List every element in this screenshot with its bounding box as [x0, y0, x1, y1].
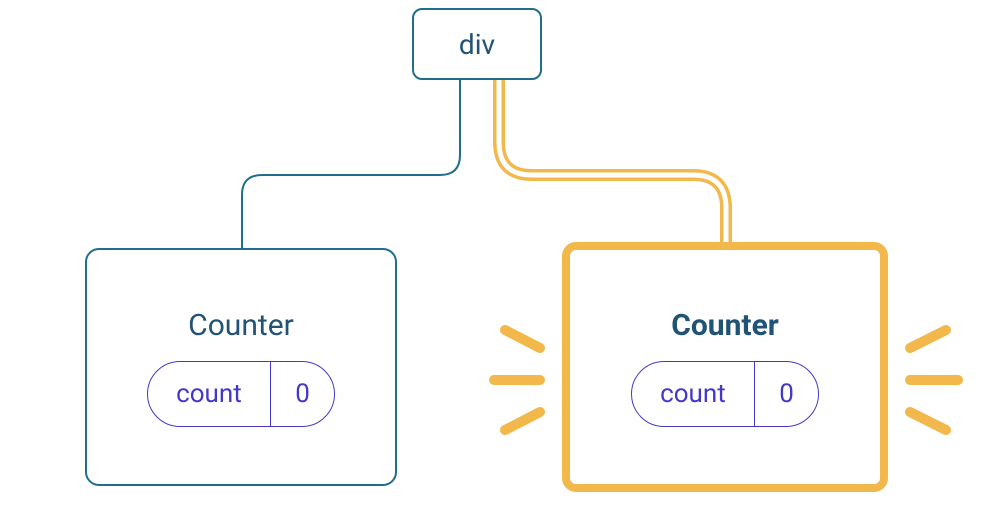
component-tree-diagram: div Countercount0Countercount0 [0, 0, 999, 515]
sparkle-line [505, 412, 540, 430]
state-pill: count0 [147, 361, 335, 427]
root-node-div: div [412, 8, 542, 80]
root-node-label: div [459, 28, 495, 61]
counter-node-left: Counter count0 [85, 248, 397, 486]
sparkle-line [910, 330, 946, 348]
sparkle-line [30, 335, 62, 352]
counter-title: Counter [188, 308, 294, 343]
sparkle-line [910, 412, 946, 430]
counter-title: Counter [671, 308, 779, 343]
state-pill-label: count [632, 362, 754, 426]
state-pill-value: 0 [755, 362, 818, 426]
sparkle-line [30, 412, 62, 430]
counter-node-right: Counter count0 [562, 242, 888, 492]
state-pill-label: count [148, 362, 270, 426]
sparkle-line [505, 330, 540, 348]
state-pill: count0 [631, 361, 819, 427]
tree-edge [499, 80, 726, 242]
tree-edge [499, 80, 726, 242]
tree-edge [242, 80, 460, 248]
state-pill-value: 0 [271, 362, 334, 426]
